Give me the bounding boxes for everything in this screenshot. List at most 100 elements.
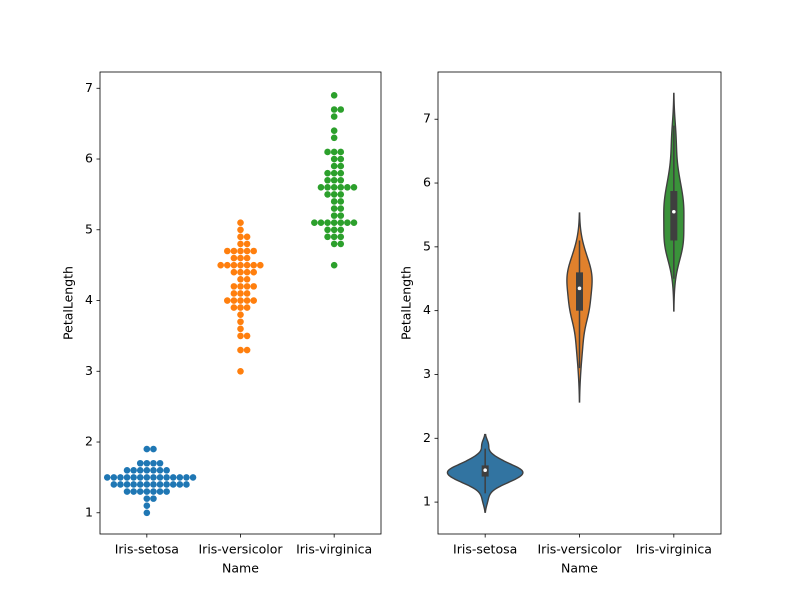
swarm-point — [150, 495, 157, 502]
swarm-point — [237, 268, 244, 276]
swarm-point — [237, 240, 244, 248]
swarm-point — [230, 268, 238, 276]
swarm-point — [330, 92, 338, 99]
swarm-point — [250, 283, 257, 290]
swarm-point — [237, 346, 244, 354]
swarm-point — [243, 268, 251, 276]
swarm-point — [237, 297, 244, 304]
swarm-point — [169, 474, 177, 481]
swarm-point — [136, 474, 144, 481]
swarm-point — [183, 481, 190, 488]
swarm-point — [330, 205, 338, 212]
swarm-point — [136, 467, 144, 474]
violin-median — [672, 209, 676, 214]
swarm-point — [330, 127, 338, 135]
swarm-point — [243, 261, 251, 269]
swarm-point — [243, 346, 251, 354]
swarm-point — [243, 240, 251, 248]
swarm-point — [123, 481, 131, 488]
swarm-point — [117, 474, 124, 481]
swarm-point — [330, 184, 338, 191]
swarm-point — [330, 212, 338, 219]
swarm-point — [237, 254, 244, 262]
swarm-point — [311, 219, 318, 226]
swarm-point — [324, 226, 331, 234]
swarm-point — [224, 261, 231, 269]
swarm-point — [156, 459, 164, 467]
y-tick-label: 6 — [85, 151, 93, 166]
swarm-point — [224, 247, 231, 255]
x-axis-label: Name — [561, 561, 598, 576]
swarm-point — [337, 212, 345, 219]
swarm-point — [237, 247, 244, 255]
swarm-point — [143, 509, 151, 517]
swarm-point — [337, 233, 345, 241]
swarm-point — [237, 367, 244, 375]
swarm-point — [337, 240, 345, 248]
swarm-point — [150, 467, 157, 474]
y-tick-label: 2 — [423, 430, 431, 445]
swarm-point — [324, 176, 331, 184]
y-tick-label: 3 — [85, 363, 93, 378]
swarm-point — [237, 261, 244, 269]
swarm-point — [230, 283, 238, 290]
x-tick-label: Iris-versicolor — [538, 542, 623, 557]
swarm-point — [176, 481, 184, 488]
swarm-point — [330, 219, 338, 226]
swarm-point — [169, 481, 177, 488]
x-axis-label: Name — [222, 561, 259, 576]
swarm-point — [337, 106, 345, 113]
swarm-point — [123, 474, 131, 481]
x-tick-label: Iris-versicolor — [199, 542, 284, 557]
swarm-point — [237, 275, 244, 283]
y-tick-label: 5 — [85, 221, 93, 236]
swarm-point — [163, 488, 170, 495]
x-tick-label: Iris-setosa — [453, 542, 517, 557]
swarm-point — [217, 261, 224, 269]
swarm-point — [330, 113, 338, 120]
y-tick-label: 1 — [85, 504, 93, 519]
swarm-point — [237, 226, 244, 234]
swarm-point — [123, 488, 131, 495]
swarm-point — [330, 198, 338, 205]
swarm-point — [176, 474, 184, 481]
swarm-point — [250, 261, 257, 269]
swarm-point — [110, 474, 118, 481]
swarm-point — [150, 459, 157, 467]
swarm-point — [330, 134, 338, 142]
swarm-point — [330, 155, 338, 163]
swarm-point — [317, 219, 325, 226]
swarm-point — [237, 233, 244, 241]
swarm-point — [237, 290, 244, 297]
swarm-point — [337, 226, 345, 234]
y-tick-label: 5 — [423, 238, 431, 253]
violin-box — [670, 191, 678, 241]
swarm-point — [337, 184, 345, 191]
violin-box — [576, 272, 583, 311]
swarm-point — [330, 233, 338, 241]
violin-median — [577, 286, 582, 291]
swarm-point — [243, 332, 251, 340]
swarm-point — [350, 219, 358, 226]
swarm-point — [130, 481, 137, 488]
swarm-point — [230, 297, 238, 304]
swarm-point — [337, 219, 345, 226]
subplot: 1 2 3 4 5 6 7 Iris-setosa Iris-versicolor Iris-vi… — [61, 71, 382, 576]
y-tick-label: 4 — [423, 302, 431, 317]
swarm-point — [237, 219, 244, 226]
swarm-point — [130, 474, 137, 481]
violin-median — [483, 468, 487, 472]
x-tick-label: Iris-virginica — [636, 542, 712, 557]
swarm-point — [243, 275, 251, 283]
swarm-point — [237, 318, 244, 326]
swarm-point — [123, 467, 131, 474]
swarm-point — [143, 495, 151, 502]
axes-frame — [437, 71, 722, 535]
y-axis-label: PetalLength — [61, 266, 76, 340]
swarm-point — [143, 481, 151, 488]
swarm-point — [324, 219, 331, 226]
swarm-point — [143, 474, 151, 481]
swarm-point — [237, 332, 244, 340]
swarm-point — [237, 283, 244, 290]
swarm-point — [117, 481, 124, 488]
